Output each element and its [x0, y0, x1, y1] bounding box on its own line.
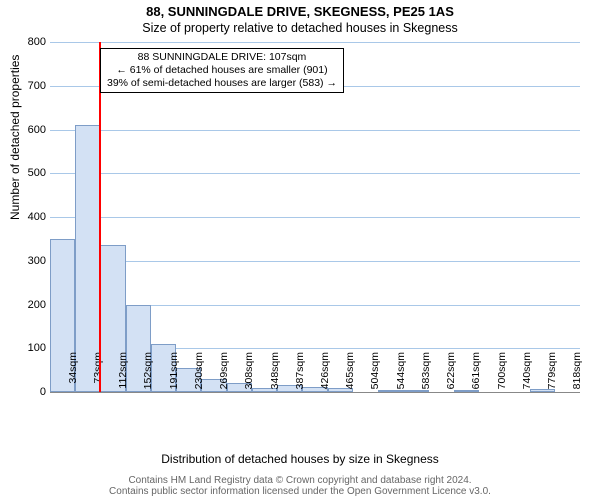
- y-tick-label: 600: [6, 124, 46, 136]
- x-tick-label: 465sqm: [344, 352, 356, 398]
- grid-line: [50, 173, 580, 174]
- x-tick-label: 818sqm: [571, 352, 583, 398]
- x-tick-label: 700sqm: [496, 352, 508, 398]
- annotation-line: 88 SUNNINGDALE DRIVE: 107sqm: [107, 51, 337, 64]
- x-tick-label: 387sqm: [294, 352, 306, 398]
- x-tick-label: 348sqm: [269, 352, 281, 398]
- x-tick-label: 191sqm: [168, 352, 180, 398]
- footer-line-1: Contains HM Land Registry data © Crown c…: [0, 475, 600, 486]
- chart-area: 010020030040050060070080034sqm73sqm112sq…: [50, 42, 580, 430]
- grid-line: [50, 42, 580, 43]
- page-subtitle: Size of property relative to detached ho…: [0, 21, 600, 35]
- x-tick-label: 544sqm: [395, 352, 407, 398]
- y-tick-label: 0: [6, 386, 46, 398]
- x-tick-label: 230sqm: [193, 352, 205, 398]
- footer-line-2: Contains public sector information licen…: [0, 486, 600, 497]
- footer-attribution: Contains HM Land Registry data © Crown c…: [0, 475, 600, 497]
- y-tick-label: 200: [6, 299, 46, 311]
- x-tick-label: 740sqm: [521, 352, 533, 398]
- marker-line: [99, 42, 101, 392]
- y-tick-label: 700: [6, 80, 46, 92]
- x-tick-label: 426sqm: [319, 352, 331, 398]
- y-tick-label: 300: [6, 255, 46, 267]
- grid-line: [50, 217, 580, 218]
- x-tick-label: 152sqm: [142, 352, 154, 398]
- y-tick-label: 800: [6, 36, 46, 48]
- y-tick-label: 100: [6, 342, 46, 354]
- x-tick-label: 779sqm: [546, 352, 558, 398]
- x-axis-label: Distribution of detached houses by size …: [0, 452, 600, 466]
- x-tick-label: 504sqm: [369, 352, 381, 398]
- x-tick-label: 34sqm: [67, 352, 79, 398]
- x-tick-label: 583sqm: [420, 352, 432, 398]
- x-tick-label: 622sqm: [445, 352, 457, 398]
- annotation-box: 88 SUNNINGDALE DRIVE: 107sqm← 61% of det…: [100, 48, 344, 93]
- x-tick-label: 112sqm: [117, 352, 129, 398]
- x-tick-label: 308sqm: [243, 352, 255, 398]
- x-tick-label: 269sqm: [218, 352, 230, 398]
- grid-line: [50, 130, 580, 131]
- x-tick-label: 661sqm: [470, 352, 482, 398]
- x-tick-label: 73sqm: [92, 352, 104, 398]
- grid-line: [50, 261, 580, 262]
- y-tick-label: 500: [6, 167, 46, 179]
- annotation-line: 39% of semi-detached houses are larger (…: [107, 77, 337, 90]
- plot-area: 010020030040050060070080034sqm73sqm112sq…: [50, 42, 580, 392]
- annotation-line: ← 61% of detached houses are smaller (90…: [107, 64, 337, 77]
- y-tick-label: 400: [6, 211, 46, 223]
- page-title: 88, SUNNINGDALE DRIVE, SKEGNESS, PE25 1A…: [0, 4, 600, 19]
